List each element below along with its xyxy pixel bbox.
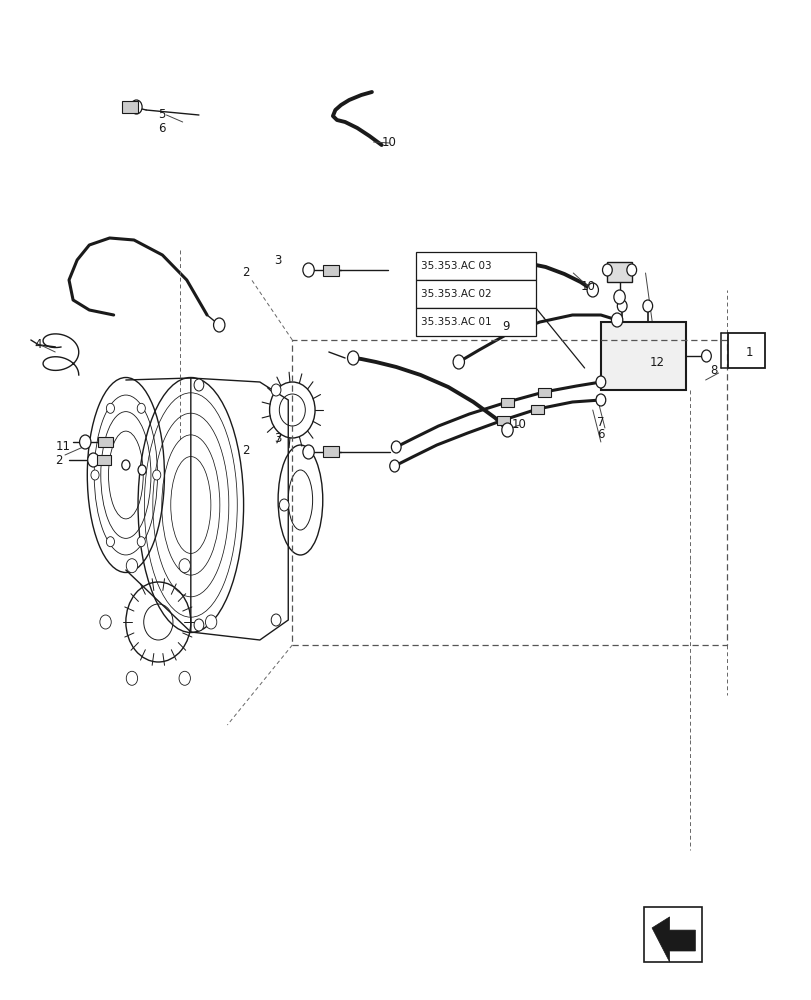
Circle shape bbox=[449, 259, 459, 271]
Text: 5: 5 bbox=[158, 108, 165, 121]
Circle shape bbox=[137, 537, 145, 547]
Circle shape bbox=[453, 355, 464, 369]
Bar bbox=[323, 264, 339, 275]
Bar bbox=[537, 387, 550, 396]
Text: 10: 10 bbox=[511, 418, 526, 432]
Circle shape bbox=[194, 379, 204, 391]
Circle shape bbox=[303, 445, 314, 459]
Circle shape bbox=[138, 465, 146, 475]
Circle shape bbox=[271, 614, 281, 626]
Polygon shape bbox=[651, 917, 694, 962]
Bar bbox=[323, 446, 339, 457]
Text: 10: 10 bbox=[580, 280, 594, 294]
Text: 1: 1 bbox=[744, 346, 752, 359]
Circle shape bbox=[602, 264, 611, 276]
Text: 2: 2 bbox=[242, 265, 249, 278]
Circle shape bbox=[100, 615, 111, 629]
Bar bbox=[530, 404, 543, 414]
Circle shape bbox=[389, 460, 399, 472]
Text: 2: 2 bbox=[55, 454, 62, 466]
Bar bbox=[727, 333, 764, 368]
Circle shape bbox=[91, 470, 99, 480]
Text: 6: 6 bbox=[596, 428, 603, 442]
Circle shape bbox=[455, 263, 466, 277]
Text: 6: 6 bbox=[158, 121, 165, 134]
Circle shape bbox=[152, 470, 161, 480]
Bar bbox=[122, 101, 138, 113]
Circle shape bbox=[106, 403, 114, 413]
Bar bbox=[415, 280, 535, 308]
Text: 12: 12 bbox=[649, 356, 663, 368]
Bar bbox=[500, 397, 513, 406]
Bar bbox=[292, 340, 726, 645]
Bar bbox=[415, 308, 535, 336]
Bar bbox=[600, 322, 685, 390]
Circle shape bbox=[642, 300, 652, 312]
Circle shape bbox=[611, 313, 622, 327]
Bar bbox=[607, 262, 631, 282]
Circle shape bbox=[205, 615, 217, 629]
Circle shape bbox=[178, 671, 191, 685]
Bar bbox=[97, 455, 111, 465]
Text: 7: 7 bbox=[596, 416, 603, 428]
Circle shape bbox=[127, 559, 138, 573]
Bar bbox=[98, 437, 113, 447]
Circle shape bbox=[106, 537, 114, 547]
Circle shape bbox=[131, 100, 142, 114]
Text: 11: 11 bbox=[55, 440, 70, 454]
Text: 2: 2 bbox=[242, 444, 249, 456]
Circle shape bbox=[213, 318, 225, 332]
Bar bbox=[415, 252, 535, 280]
Circle shape bbox=[271, 384, 281, 396]
Circle shape bbox=[501, 423, 513, 437]
Bar bbox=[496, 416, 509, 424]
Circle shape bbox=[347, 351, 358, 365]
Circle shape bbox=[88, 453, 99, 467]
Circle shape bbox=[586, 283, 598, 297]
Circle shape bbox=[456, 264, 466, 276]
Circle shape bbox=[279, 499, 289, 511]
Text: 35.353.AC 02: 35.353.AC 02 bbox=[420, 289, 491, 299]
Circle shape bbox=[79, 435, 91, 449]
Circle shape bbox=[616, 300, 626, 312]
Text: 35.353.AC 03: 35.353.AC 03 bbox=[420, 261, 491, 271]
Bar bbox=[643, 907, 702, 962]
Text: 8: 8 bbox=[710, 363, 717, 376]
Circle shape bbox=[595, 376, 605, 388]
Text: 4: 4 bbox=[34, 338, 41, 352]
Circle shape bbox=[613, 290, 624, 304]
Text: 35.353.AC 01: 35.353.AC 01 bbox=[420, 317, 491, 327]
Circle shape bbox=[137, 403, 145, 413]
Text: 3: 3 bbox=[274, 253, 281, 266]
Circle shape bbox=[701, 350, 710, 362]
Circle shape bbox=[303, 263, 314, 277]
Circle shape bbox=[122, 460, 130, 470]
Text: 3: 3 bbox=[274, 432, 281, 444]
Circle shape bbox=[126, 671, 137, 685]
Circle shape bbox=[391, 441, 401, 453]
Circle shape bbox=[194, 619, 204, 631]
Text: 9: 9 bbox=[501, 320, 508, 332]
Circle shape bbox=[178, 559, 191, 573]
Text: 10: 10 bbox=[381, 136, 396, 149]
Circle shape bbox=[595, 394, 605, 406]
Circle shape bbox=[626, 264, 636, 276]
Bar bbox=[449, 262, 466, 273]
